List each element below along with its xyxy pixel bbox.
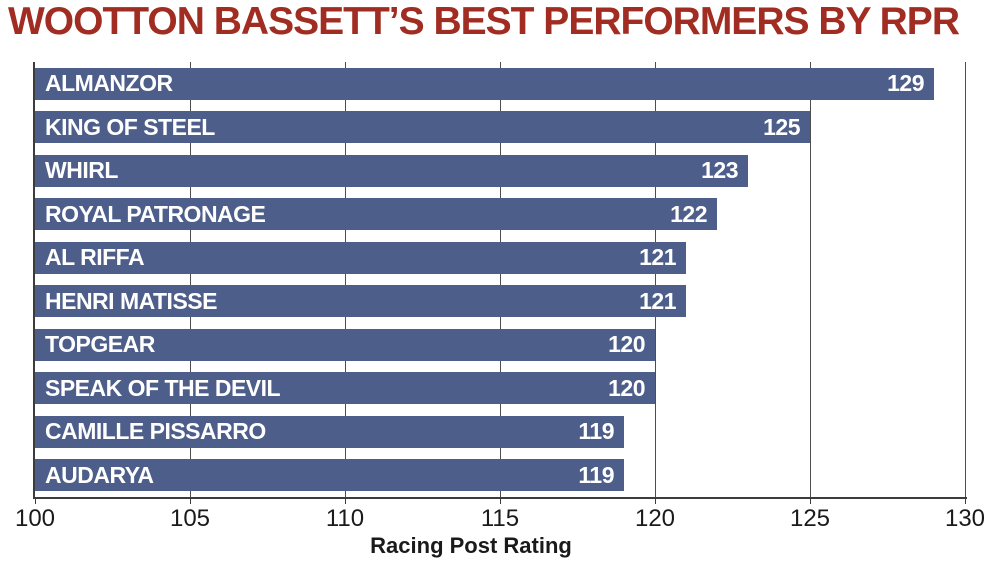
bar-label: HENRI MATISSE	[45, 287, 217, 314]
bar-label: ROYAL PATRONAGE	[45, 200, 266, 227]
x-tick-label-105: 105	[169, 505, 211, 532]
x-tick-label-130: 130	[944, 505, 986, 532]
bar-row: SPEAK OF THE DEVIL 120	[35, 367, 965, 411]
bar-row: HENRI MATISSE 121	[35, 280, 965, 324]
bar-label: KING OF STEEL	[45, 113, 215, 140]
x-axis-label: Racing Post Rating	[370, 533, 572, 558]
bar-label: ALMANZOR	[45, 70, 173, 97]
bar-value: 119	[578, 418, 614, 445]
x-tick-label-100: 100	[14, 505, 56, 532]
y-axis-line	[33, 62, 35, 499]
plot-area: ALMANZOR 129 KING OF STEEL 125 WHIRL 123 ROYAL…	[33, 62, 966, 499]
chart-title: WOOTTON BASSETT’S BEST PERFORMERS BY RPR	[8, 0, 960, 43]
bar-label: WHIRL	[45, 157, 118, 184]
bar-speak-of-the-devil: SPEAK OF THE DEVIL 120	[35, 372, 655, 405]
bar-row: AUDARYA 119	[35, 454, 965, 498]
bar-value: 125	[763, 113, 800, 140]
bar-label: SPEAK OF THE DEVIL	[45, 374, 281, 401]
bar-henri-matisse: HENRI MATISSE 121	[35, 285, 686, 318]
bar-value: 123	[701, 157, 738, 184]
bar-value: 119	[578, 461, 614, 488]
bar-whirl: WHIRL 123	[35, 154, 748, 187]
bar-value: 129	[887, 70, 924, 97]
gridline-125	[810, 62, 811, 497]
x-tick-label-110: 110	[325, 505, 365, 532]
x-tick-label-125: 125	[789, 505, 831, 532]
bar-audarya: AUDARYA 119	[35, 459, 624, 492]
gridline-105	[189, 62, 191, 497]
bar-almanzor: ALMANZOR 129	[35, 67, 934, 100]
gridline-130	[965, 62, 966, 497]
bar-king-of-steel: KING OF STEEL 125	[35, 111, 810, 144]
bars-container: ALMANZOR 129 KING OF STEEL 125 WHIRL 123 ROYAL…	[35, 62, 965, 497]
bar-label: CAMILLE PISSARRO	[45, 418, 266, 445]
bar-row: WHIRL 123	[35, 149, 965, 193]
bar-value: 120	[608, 374, 645, 401]
x-tick-105	[190, 497, 191, 504]
bar-value: 121	[639, 287, 676, 314]
bar-label: TOPGEAR	[45, 331, 155, 358]
bar-row: ROYAL PATRONAGE 122	[35, 193, 965, 237]
bar-royal-patronage: ROYAL PATRONAGE 122	[35, 198, 717, 231]
bar-label: AUDARYA	[45, 461, 154, 488]
x-tick-100	[35, 497, 36, 504]
x-tick-label-115: 115	[480, 505, 520, 532]
gridline-115	[500, 62, 501, 497]
bar-row: ALMANZOR 129	[35, 62, 965, 106]
x-tick-115	[500, 497, 501, 504]
x-tick-label-120: 120	[634, 505, 676, 532]
bar-value: 122	[670, 200, 707, 227]
gridline-120	[654, 62, 656, 497]
bar-label: AL RIFFA	[45, 244, 145, 271]
x-tick-125	[810, 497, 811, 504]
bar-camille-pissarro: CAMILLE PISSARRO 119	[35, 415, 624, 448]
x-tick-110	[345, 497, 346, 504]
bar-row: KING OF STEEL 125	[35, 106, 965, 150]
bar-row: CAMILLE PISSARRO 119	[35, 410, 965, 454]
bar-row: AL RIFFA 121	[35, 236, 965, 280]
bar-value: 121	[639, 244, 676, 271]
bar-row: TOPGEAR 120	[35, 323, 965, 367]
gridline-110	[344, 62, 346, 497]
bar-topgear: TOPGEAR 120	[35, 328, 655, 361]
x-tick-120	[655, 497, 656, 504]
bar-value: 120	[608, 331, 645, 358]
x-tick-130	[965, 497, 966, 504]
bar-al-riffa: AL RIFFA 121	[35, 241, 686, 274]
